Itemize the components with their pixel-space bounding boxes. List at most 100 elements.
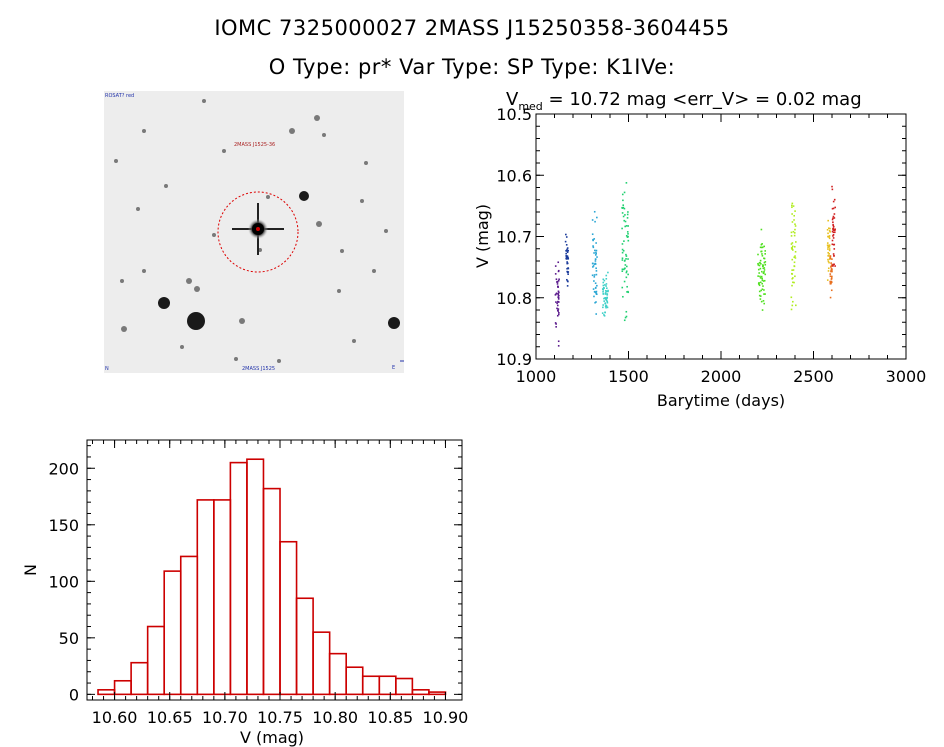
- light-curve-point: [790, 296, 793, 299]
- light-curve-point: [592, 246, 595, 249]
- field-star: [364, 161, 368, 165]
- light-curve-point: [830, 289, 833, 292]
- light-curve-point: [593, 210, 596, 213]
- light-curve-point: [624, 214, 626, 216]
- histogram-ytick-label: 0: [69, 685, 79, 704]
- light-curve-point: [625, 310, 628, 313]
- light-curve-point: [790, 272, 793, 275]
- field-star: [337, 289, 341, 293]
- light-curve-point: [829, 296, 832, 299]
- light-curve-point: [558, 278, 560, 281]
- light-curve-point: [603, 287, 605, 289]
- light-curve-point: [622, 215, 625, 218]
- light-curve-point: [602, 281, 605, 284]
- light-curve-point: [761, 246, 764, 249]
- light-curve-point: [832, 231, 835, 234]
- histogram-bar: [345, 666, 364, 696]
- light-curve-point: [829, 231, 831, 233]
- light-curve-point: [596, 216, 598, 219]
- light-curve-point: [790, 231, 793, 234]
- light-curve-point: [594, 220, 596, 223]
- light-curve-point: [594, 287, 597, 289]
- light-curve-point: [759, 275, 761, 278]
- light-curve-point: [827, 246, 829, 248]
- light-curve-point: [623, 240, 625, 242]
- histogram-bar: [295, 597, 314, 696]
- light-curve-point: [627, 211, 629, 213]
- light-curve-point: [793, 261, 796, 264]
- field-star: [360, 199, 364, 203]
- field-star: [322, 133, 326, 137]
- light-curve-point: [833, 217, 836, 219]
- light-curve-point: [621, 251, 624, 254]
- histogram-ylabel: N: [21, 564, 40, 576]
- histogram-ytick-label: 50: [59, 629, 79, 648]
- light-curve-xtick-label: 1000: [516, 367, 557, 386]
- histogram-xtick-label: 10.75: [257, 708, 303, 727]
- histogram-bars: [97, 458, 447, 696]
- histogram-xlabel: V (mag): [240, 728, 304, 747]
- histogram-ytick-label: 100: [48, 572, 79, 591]
- light-curve-point: [558, 312, 560, 314]
- light-curve-point: [606, 294, 609, 296]
- field-star: [384, 229, 388, 233]
- light-curve-point: [759, 298, 762, 300]
- light-curve-point: [606, 301, 609, 304]
- light-curve-point: [827, 219, 829, 222]
- light-curve-point: [557, 308, 560, 310]
- field-star: [289, 128, 295, 134]
- light-curve-point: [762, 267, 765, 270]
- light-curve-point: [606, 306, 609, 309]
- light-curve-point: [791, 284, 793, 287]
- light-curve-point: [833, 213, 836, 215]
- light-curve-point: [627, 258, 629, 260]
- light-curve-point: [595, 290, 598, 293]
- light-curve-point: [763, 269, 766, 271]
- light-curve-point: [623, 191, 626, 194]
- light-curve-point: [757, 268, 760, 271]
- light-curve-point: [793, 219, 795, 221]
- light-curve-point: [625, 253, 627, 256]
- light-curve-point: [758, 281, 760, 284]
- light-curve-frame: [535, 113, 907, 360]
- light-curve-point: [834, 206, 837, 209]
- light-curve-point: [764, 253, 766, 255]
- light-curve-point: [827, 235, 829, 238]
- light-curve-point: [602, 293, 605, 295]
- light-curve-point: [760, 243, 763, 246]
- field-star: [234, 357, 238, 361]
- light-curve-point: [791, 204, 793, 207]
- light-curve-point: [792, 281, 794, 284]
- light-curve-point: [604, 284, 606, 286]
- light-curve-point: [791, 202, 794, 205]
- light-curve-point: [591, 219, 594, 221]
- light-curve-point: [833, 263, 835, 266]
- light-curve-point: [791, 242, 794, 244]
- light-curve-point: [760, 250, 762, 253]
- light-curve-point: [794, 257, 797, 259]
- light-curve-point: [625, 225, 628, 227]
- light-curve-point: [762, 280, 765, 282]
- light-curve-point: [826, 242, 829, 244]
- histogram-bar: [163, 570, 182, 696]
- light-curve-point: [594, 254, 597, 256]
- light-curve-point: [791, 221, 794, 223]
- histogram-bar: [246, 458, 265, 696]
- light-curve-ytick-label: 10.6: [496, 166, 532, 185]
- light-curve-chart: Vmed = 10.72 mag <err_V> = 0.02 mag 1000…: [473, 89, 926, 410]
- field-star: [194, 286, 200, 292]
- light-curve-point: [758, 290, 761, 293]
- light-curve-point: [567, 271, 570, 273]
- light-curve-point: [621, 243, 624, 245]
- light-curve-point: [762, 265, 765, 267]
- light-curve-point: [834, 228, 836, 231]
- histogram-bar: [213, 499, 232, 696]
- light-curve-point: [759, 281, 762, 284]
- light-curve-point: [566, 251, 569, 254]
- light-curve-point: [828, 235, 831, 237]
- light-curve-point: [557, 261, 560, 264]
- light-curve-point: [763, 245, 766, 248]
- light-curve-point: [566, 262, 568, 265]
- light-curve-point: [832, 207, 835, 210]
- light-curve-ylabel: V (mag): [473, 204, 492, 268]
